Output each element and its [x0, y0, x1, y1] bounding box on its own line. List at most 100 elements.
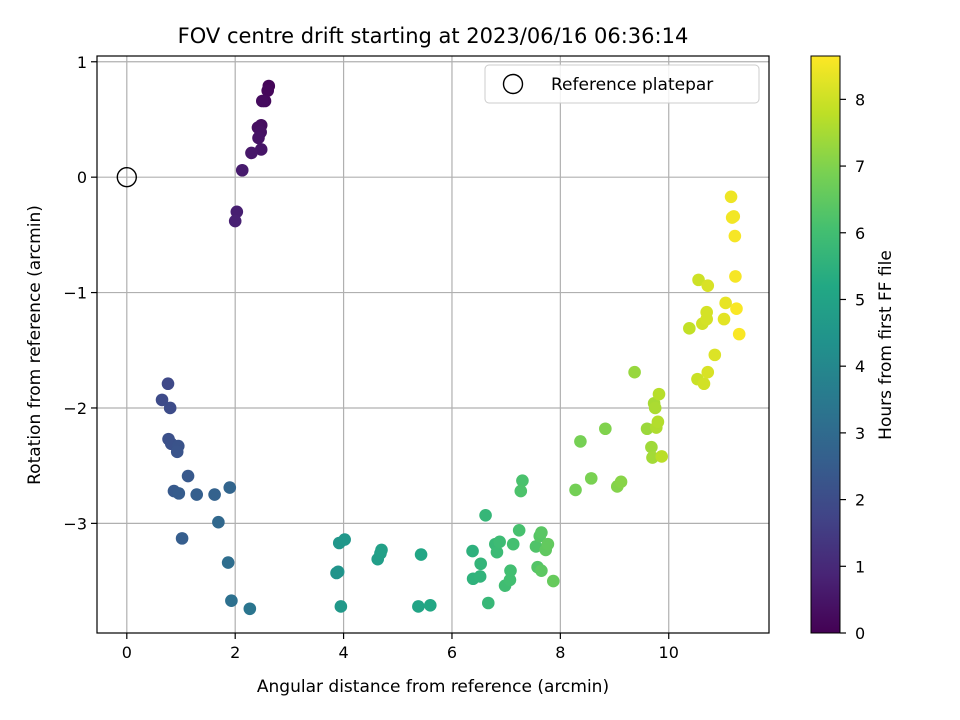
- data-point: [474, 557, 487, 571]
- data-point: [646, 451, 659, 464]
- reference-platepar-marker: [116, 166, 138, 188]
- colorbar-tick-label: 5: [855, 290, 865, 309]
- x-axis-label: Angular distance from reference (arcmin): [257, 677, 609, 697]
- data-point: [574, 435, 587, 448]
- y-tick-label: −1: [63, 284, 87, 303]
- data-point: [473, 570, 487, 583]
- data-point: [692, 273, 705, 287]
- data-point: [414, 548, 428, 561]
- data-point: [535, 564, 548, 577]
- data-point: [700, 305, 713, 319]
- x-tick-label: 6: [447, 643, 457, 662]
- data-point: [506, 537, 520, 551]
- data-point: [243, 602, 257, 616]
- data-point: [514, 484, 528, 498]
- data-point: [719, 296, 732, 310]
- x-tick-label: 8: [555, 643, 565, 662]
- data-point: [732, 327, 746, 341]
- data-point: [728, 229, 742, 243]
- data-point: [181, 469, 195, 483]
- y-axis-ticks: 1 0 −1 −2 −3: [63, 53, 97, 533]
- data-point: [212, 515, 225, 529]
- data-point: [729, 270, 742, 283]
- data-point: [535, 526, 548, 539]
- colorbar-tick-label: 2: [855, 491, 865, 510]
- data-point: [683, 322, 696, 335]
- data-point: [161, 377, 175, 391]
- y-tick-label: 1: [77, 53, 87, 72]
- colorbar-tick-label: 7: [855, 157, 865, 176]
- colorbar-tick-label: 4: [855, 357, 865, 376]
- data-point: [190, 488, 204, 501]
- x-tick-label: 10: [659, 643, 679, 662]
- data-point: [375, 543, 388, 557]
- data-point: [490, 545, 504, 559]
- data-point: [208, 488, 221, 501]
- legend-label: Reference platepar: [551, 75, 713, 95]
- data-point: [701, 365, 715, 379]
- data-point: [479, 508, 492, 522]
- data-point: [504, 564, 517, 577]
- data-point: [228, 214, 242, 228]
- colorbar-ticks: 0 1 2 3 4 5 6 7 8: [840, 90, 865, 643]
- colorbar-tick-label: 3: [855, 424, 865, 443]
- data-point: [529, 540, 543, 553]
- data-point: [223, 481, 237, 494]
- reference-marker-layer: [116, 166, 138, 188]
- data-point: [708, 348, 722, 362]
- data-point: [466, 544, 479, 558]
- y-tick-label: 0: [77, 168, 87, 187]
- data-point: [645, 440, 658, 454]
- data-point: [338, 533, 351, 546]
- data-point: [245, 146, 258, 160]
- data-point: [628, 365, 641, 379]
- data-point: [727, 210, 741, 223]
- data-point: [655, 450, 668, 463]
- colorbar-tick-label: 0: [855, 624, 865, 643]
- data-point: [717, 312, 731, 326]
- data-point: [503, 573, 517, 587]
- data-point: [651, 415, 665, 429]
- colorbar-tick-label: 6: [855, 224, 865, 243]
- x-tick-label: 2: [230, 643, 240, 662]
- data-point: [221, 556, 235, 569]
- legend-marker-icon: [502, 73, 524, 95]
- data-point: [163, 401, 177, 415]
- data-point: [175, 532, 189, 545]
- data-point: [724, 190, 738, 204]
- x-axis-ticks: 0 2 4 6 8 10: [122, 633, 679, 662]
- data-point: [512, 523, 526, 537]
- data-point: [235, 163, 249, 177]
- data-point: [172, 487, 186, 500]
- y-axis-label: Rotation from reference (arcmin): [25, 205, 45, 485]
- data-point: [701, 279, 715, 292]
- data-point: [640, 422, 654, 436]
- legend-box: [484, 64, 760, 104]
- x-tick-label: 0: [122, 643, 132, 662]
- data-point: [493, 535, 506, 549]
- x-tick-label: 4: [338, 643, 348, 662]
- data-point: [652, 387, 666, 401]
- data-point: [254, 143, 268, 156]
- plot-frame: [96, 55, 770, 634]
- data-point: [584, 472, 598, 485]
- data-point: [252, 131, 265, 145]
- data-point: [481, 596, 495, 610]
- colorbar: [810, 55, 841, 634]
- data-point: [412, 600, 425, 613]
- data-point: [225, 594, 238, 607]
- y-tick-label: −3: [63, 514, 87, 533]
- data-point: [697, 377, 711, 391]
- scatter-points: [155, 79, 746, 616]
- data-point: [614, 475, 628, 489]
- data-point: [541, 537, 555, 551]
- colorbar-tick-label: 1: [855, 557, 865, 576]
- colorbar-tick-label: 8: [855, 90, 865, 109]
- data-point: [648, 401, 662, 415]
- legend: Reference platepar: [484, 64, 760, 104]
- data-point: [155, 393, 169, 407]
- y-tick-label: −2: [63, 399, 87, 418]
- data-point: [261, 84, 275, 97]
